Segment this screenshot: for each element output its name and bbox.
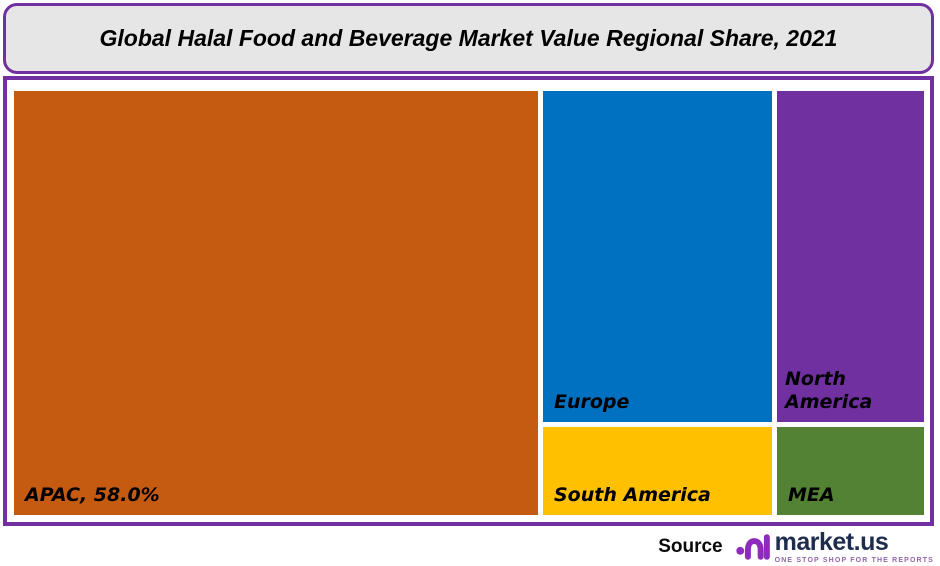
tile-label-apac: APAC, 58.0%	[25, 483, 160, 506]
chart-title-box: Global Halal Food and Beverage Market Va…	[3, 3, 934, 74]
treemap-tile-north-america: North America	[777, 91, 924, 422]
brand-text-block: market.us ONE STOP SHOP FOR THE REPORTS	[774, 528, 934, 565]
treemap-tile-apac: APAC, 58.0%	[14, 91, 538, 515]
tile-label-north-america: North America	[785, 367, 873, 413]
treemap-tile-mea: MEA	[777, 427, 924, 515]
treemap-tile-europe: Europe	[543, 91, 772, 422]
tile-label-europe: Europe	[554, 390, 630, 413]
market-us-logo-icon	[735, 534, 770, 560]
footer-source-bar: Source market.us ONE STOP SHOP FOR THE R…	[0, 528, 934, 566]
chart-title: Global Halal Food and Beverage Market Va…	[99, 25, 838, 51]
market-us-logo: market.us ONE STOP SHOP FOR THE REPORTS	[735, 528, 934, 565]
tile-label-mea: MEA	[788, 483, 835, 506]
tile-label-south-america: South America	[554, 483, 711, 506]
brand-name: market.us	[774, 528, 889, 556]
brand-tagline: ONE STOP SHOP FOR THE REPORTS	[774, 557, 934, 564]
source-label: Source	[658, 536, 723, 557]
treemap-plot-area: APAC, 58.0% Europe North America South A…	[3, 76, 934, 526]
treemap-tile-south-america: South America	[543, 427, 772, 515]
